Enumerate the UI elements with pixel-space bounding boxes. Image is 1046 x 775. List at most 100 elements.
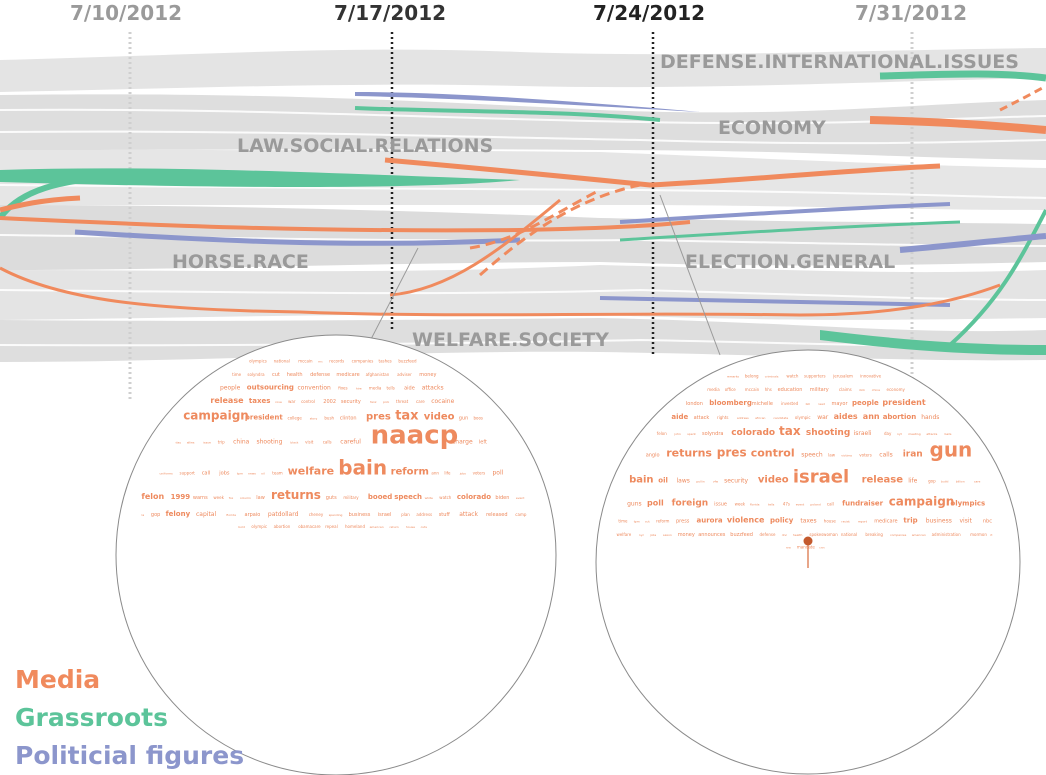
left-word-cloud: olympics national mccain rnc records companie…: [115, 334, 557, 775]
left-cloud-word: bain: [338, 456, 387, 480]
left-cloud-word: media: [369, 385, 382, 390]
right-cloud-word: bill: [806, 402, 811, 406]
right-cloud-word: victims: [841, 453, 852, 457]
left-cloud-word: support: [180, 471, 196, 476]
right-cloud-word: business: [926, 518, 952, 525]
right-cloud-word: vfw: [713, 480, 719, 484]
left-cloud-word: abortion: [274, 524, 291, 529]
right-cloud-word: olympics: [950, 500, 985, 508]
right-cloud-word: american: [912, 533, 926, 537]
right-cloud-word: poland: [810, 503, 820, 507]
stream-media-2: [0, 216, 691, 233]
left-cloud-word: trip: [218, 440, 225, 445]
right-cloud-word: life: [908, 478, 917, 485]
left-cloud-word: repeal: [325, 524, 338, 529]
right-cloud-word: report: [858, 520, 868, 524]
right-cloud-word: returns: [666, 446, 712, 459]
right-cloud-word: china: [872, 388, 880, 392]
right-cloud-word: aurora: [697, 517, 723, 525]
stream-media-8: [999, 84, 1046, 112]
right-cloud-word: florida: [750, 503, 760, 507]
left-cloud-word: fixes: [338, 385, 347, 390]
left-cloud-word: spending: [329, 513, 343, 517]
right-cloud-word: laws: [677, 478, 690, 485]
right-cloud-word: shooting: [806, 428, 850, 438]
left-cloud-word: rove: [275, 400, 282, 404]
left-cloud-word: column: [240, 496, 251, 500]
right-cloud-word: nbc: [983, 519, 992, 525]
right-cloud-word: event: [796, 503, 805, 507]
left-cloud-word: pick: [383, 400, 389, 404]
left-cloud-words: olympics national mccain rnc records companie…: [141, 358, 526, 529]
right-cloud-word: address: [737, 416, 749, 420]
left-cloud-word: president: [245, 413, 284, 421]
right-cloud-word: office: [725, 387, 737, 392]
left-cloud-word: campaign: [183, 408, 249, 422]
topic-label-law: LAW.SOCIAL.RELATIONS: [237, 135, 493, 157]
right-cloud-word: economy: [887, 387, 906, 392]
legend-political-figures: Politicial figures: [15, 741, 244, 770]
left-cloud-word: defense: [310, 372, 330, 378]
right-cloud-word: house: [824, 519, 837, 524]
right-cloud-word: jobs: [649, 533, 657, 537]
date-label-3: 7/31/2012: [855, 1, 967, 25]
right-cloud-word: aide: [671, 413, 688, 421]
right-cloud-word: tells: [768, 503, 775, 507]
legend-media: Media: [15, 665, 100, 694]
right-cloud-word: fundraiser: [842, 500, 884, 508]
left-cloud-word: biden: [495, 495, 509, 501]
right-cloud-word: candidate: [773, 416, 788, 420]
right-cloud-word: cut: [645, 520, 651, 524]
left-cloud-word: olympics: [249, 358, 267, 363]
right-cloud-word: calls: [879, 451, 892, 458]
right-cloud-word: call: [827, 502, 834, 507]
left-cloud-word: records: [329, 358, 344, 363]
left-cloud-word: warns: [193, 495, 208, 501]
left-cloud-word: left: [479, 440, 487, 446]
right-cloud-word: press: [676, 519, 690, 525]
left-cloud-word: call: [202, 471, 211, 477]
right-cloud-word: meeting: [908, 432, 921, 436]
right-cloud-word: london: [686, 401, 703, 407]
stream-political-2: [74, 229, 521, 246]
right-cloud-word: rt: [990, 533, 993, 537]
left-cloud-word: colorado: [457, 493, 491, 501]
left-cloud-word: bold: [238, 525, 245, 529]
right-cloud-word: violence: [727, 516, 765, 525]
date-label-1: 7/17/2012: [334, 1, 446, 25]
right-cloud-word: bails: [945, 432, 952, 436]
topic-label-defense: DEFENSE.INTERNATIONAL.ISSUES: [660, 51, 1019, 73]
left-cloud-word: guts: [326, 495, 337, 501]
band-defense: [0, 48, 1046, 92]
stream-media-4: [389, 198, 561, 297]
right-cloud-word: voters: [859, 452, 872, 457]
right-cloud-word: bloomberg: [709, 399, 752, 407]
right-cloud-word: african: [755, 416, 765, 420]
right-cloud-word: saxon: [663, 533, 672, 537]
left-cloud-word: time: [232, 372, 242, 377]
right-cloud-word: guns: [627, 501, 642, 508]
left-cloud-word: threat: [396, 399, 409, 404]
left-cloud-word: watch: [439, 495, 451, 500]
left-cloud-word: cuts: [421, 525, 428, 529]
right-cloud-words: remarks belong criminals watch supporters jer…: [617, 373, 994, 549]
right-cloud-word: media: [707, 387, 720, 392]
left-cloud-word: hire: [356, 386, 362, 390]
left-cloud-word: video: [424, 411, 455, 422]
right-cloud-word: cnn: [819, 546, 825, 550]
right-cloud-word: health: [793, 533, 803, 537]
right-cloud-word: billion: [956, 480, 965, 484]
left-cloud-word: israel: [378, 512, 392, 518]
right-cloud-word: day: [884, 431, 892, 436]
date-label-0: 7/10/2012: [70, 1, 182, 25]
left-cloud-word: clinton: [340, 415, 357, 421]
right-cloud-word: medicare: [874, 519, 897, 525]
left-cloud-word: medicare: [336, 372, 359, 378]
right-cloud-word: release: [862, 475, 904, 486]
stream-grassroots-5: [619, 220, 961, 242]
right-cloud-word: attack: [694, 415, 710, 421]
right-cloud-word: solyndra: [702, 431, 723, 437]
left-cloud-word: cut: [272, 372, 280, 378]
right-cloud-word: nyt: [897, 432, 903, 436]
